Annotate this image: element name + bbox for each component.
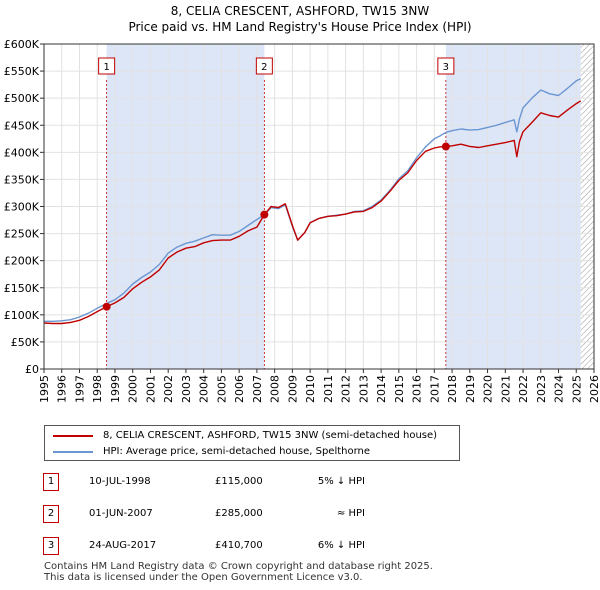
sale-marker-box: 1	[43, 473, 59, 491]
sale-label: 1	[103, 62, 109, 73]
sale-point	[441, 142, 450, 151]
x-tick-label: 2009	[286, 375, 299, 403]
legend-swatch-hpi	[53, 451, 93, 453]
chart-title: 8, CELIA CRESCENT, ASHFORD, TW15 3NW	[170, 4, 430, 18]
y-tick-label: £150K	[4, 282, 40, 295]
x-tick-label: 2012	[340, 375, 353, 403]
sale-marker-box: 2	[43, 505, 59, 523]
footer: Contains HM Land Registry data © Crown c…	[44, 561, 433, 583]
x-tick-label: 2008	[269, 375, 282, 403]
sale-point	[102, 302, 111, 311]
footer-copyright: Contains HM Land Registry data © Crown c…	[44, 561, 433, 572]
x-tick-label: 1997	[73, 375, 86, 403]
sale-hpi-compare: 6% ↓ HPI	[317, 540, 365, 551]
x-tick-label: 2015	[393, 375, 406, 403]
x-tick-label: 2001	[144, 375, 157, 403]
chart-subtitle: Price paid vs. HM Land Registry's House …	[128, 20, 472, 34]
sale-label-box	[98, 57, 116, 75]
y-tick-label: £300K	[4, 201, 40, 214]
y-tick-label: £500K	[4, 92, 40, 105]
x-tick-label: 2026	[588, 375, 600, 403]
x-tick-label: 2005	[215, 375, 228, 403]
x-tick-label: 2024	[553, 375, 566, 403]
y-tick-label: £400K	[4, 146, 40, 159]
footer-licence: This data is licensed under the Open Gov…	[44, 572, 363, 583]
x-tick-label: 2017	[428, 375, 441, 403]
sale-date: 24-AUG-2017	[89, 540, 157, 551]
y-tick-label: £250K	[4, 228, 40, 241]
legend-swatch-price	[53, 435, 93, 437]
x-tick-label: 2013	[357, 375, 370, 403]
x-tick-label: 2000	[127, 375, 140, 403]
x-tick-label: 2016	[411, 375, 424, 403]
sale-date: 01-JUN-2007	[89, 508, 153, 519]
sale-hpi-compare: 5% ↓ HPI	[317, 476, 365, 487]
x-tick-label: 2025	[570, 375, 583, 403]
x-tick-label: 2019	[464, 375, 477, 403]
y-tick-label: £450K	[4, 119, 40, 132]
price-series-line	[43, 100, 582, 325]
x-tick-label: 1998	[91, 375, 104, 403]
x-tick-label: 1999	[109, 375, 122, 403]
sale-point	[260, 210, 269, 219]
y-tick-label: £100K	[4, 309, 40, 322]
y-tick-label: £200K	[4, 255, 40, 268]
x-tick-label: 2007	[251, 375, 264, 403]
x-tick-label: 2010	[304, 375, 317, 403]
x-tick-label: 2006	[233, 375, 246, 403]
x-tick-label: 2014	[375, 375, 388, 403]
legend: 8, CELIA CRESCENT, ASHFORD, TW15 3NW (se…	[44, 425, 460, 461]
legend-label-price: 8, CELIA CRESCENT, ASHFORD, TW15 3NW (se…	[103, 430, 438, 441]
sale-label-box	[255, 57, 273, 75]
x-tick-label: 2020	[482, 375, 495, 403]
y-tick-label: £550K	[4, 65, 40, 78]
x-tick-label: 2011	[322, 375, 335, 403]
y-tick-label: £600K	[4, 38, 40, 51]
x-tick-label: 2023	[535, 375, 548, 403]
sale-label: 3	[443, 62, 449, 73]
x-tick-label: 1995	[38, 375, 51, 403]
sale-date: 10-JUL-1998	[89, 476, 151, 487]
x-tick-label: 2002	[162, 375, 175, 403]
y-tick-label: £350K	[4, 173, 40, 186]
sale-marker-box: 3	[43, 537, 59, 555]
sale-price: £115,000	[215, 476, 263, 487]
x-tick-label: 2022	[517, 375, 530, 403]
x-tick-label: 2018	[446, 375, 459, 403]
sale-hpi-compare: ≈ HPI	[336, 508, 365, 519]
x-tick-label: 2003	[180, 375, 193, 403]
x-tick-label: 1996	[56, 375, 69, 403]
price-chart: 1 2 3 £0 £50K £100K £150K £200K £250K £300K £350K…	[4, 38, 600, 403]
x-tick-label: 2004	[198, 375, 211, 403]
x-tick-label: 2021	[499, 375, 512, 403]
sale-label-box	[437, 57, 455, 75]
legend-label-hpi: HPI: Average price, semi-detached house,…	[103, 446, 371, 457]
y-tick-label: £0	[25, 363, 39, 376]
y-tick-label: £50K	[11, 336, 40, 349]
sale-label: 2	[261, 62, 267, 73]
sale-price: £410,700	[215, 540, 263, 551]
sale-price: £285,000	[215, 508, 263, 519]
